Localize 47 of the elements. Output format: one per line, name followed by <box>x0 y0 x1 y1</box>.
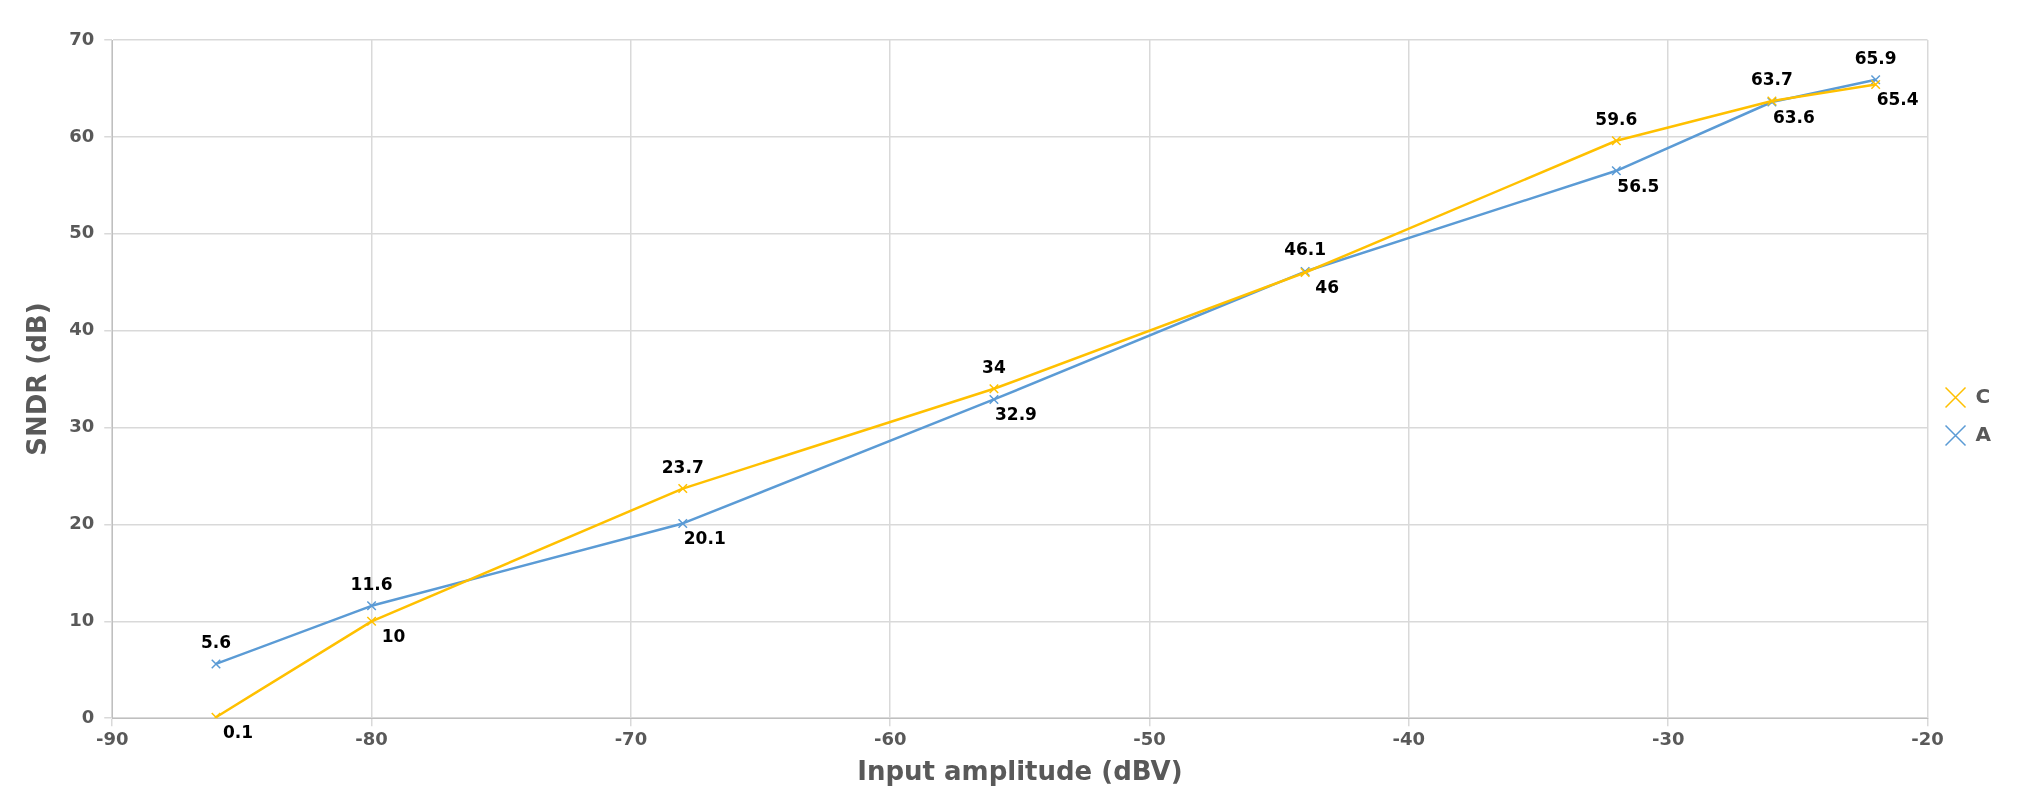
data-label: 5.6 <box>200 631 232 652</box>
y-tick-label: 50 <box>69 221 95 243</box>
x-tick-label: -40 <box>1392 727 1426 749</box>
point <box>1870 74 1881 85</box>
data-label: 56.5 <box>1617 175 1660 196</box>
x-tick-label: -20 <box>1911 727 1944 749</box>
data-label: 65.4 <box>1876 89 1919 110</box>
point <box>1611 135 1622 146</box>
point <box>677 483 688 494</box>
x-tick-label: -50 <box>1133 727 1166 749</box>
point <box>210 658 221 669</box>
point <box>1870 79 1881 90</box>
point <box>988 394 999 405</box>
point <box>677 518 688 529</box>
point <box>988 383 999 394</box>
data-label: 0.1 <box>222 722 254 743</box>
y-tick-label: 0 <box>81 705 95 727</box>
y-tick-label: 40 <box>69 318 95 340</box>
data-label: 23.7 <box>661 456 704 477</box>
data-label: 32.9 <box>994 404 1037 425</box>
data-label: 34 <box>982 356 1006 377</box>
x-tick-label: -30 <box>1651 727 1685 749</box>
point <box>366 600 377 611</box>
legend-label: C <box>1975 383 1991 408</box>
point <box>366 616 377 627</box>
point <box>1611 165 1622 176</box>
data-label: 65.9 <box>1854 47 1897 68</box>
data-label: 11.6 <box>350 573 393 594</box>
y-tick-label: 60 <box>69 124 95 146</box>
y-tick-label: 10 <box>69 608 95 630</box>
data-label: 59.6 <box>1595 108 1638 129</box>
y-tick-label: 20 <box>69 512 95 534</box>
data-label: 10 <box>381 626 406 647</box>
x-tick-label: -60 <box>873 727 907 749</box>
x-axis-title: Input amplitude (dBV) <box>857 756 1183 787</box>
y-axis-title: SNDR (dB) <box>22 302 53 456</box>
y-tick-label: 30 <box>69 415 95 437</box>
data-label: 63.6 <box>1772 106 1815 127</box>
data-label: 20.1 <box>683 528 726 549</box>
y-tick-label: 70 <box>69 27 95 49</box>
legend-label: A <box>1975 421 1992 446</box>
data-label: 46.1 <box>1284 239 1327 260</box>
x-tick-label: -80 <box>355 727 388 749</box>
data-label: 63.7 <box>1750 68 1793 89</box>
x-tick-label: -70 <box>614 727 648 749</box>
data-label: 46 <box>1315 277 1339 298</box>
x-tick-label: -90 <box>95 727 129 749</box>
